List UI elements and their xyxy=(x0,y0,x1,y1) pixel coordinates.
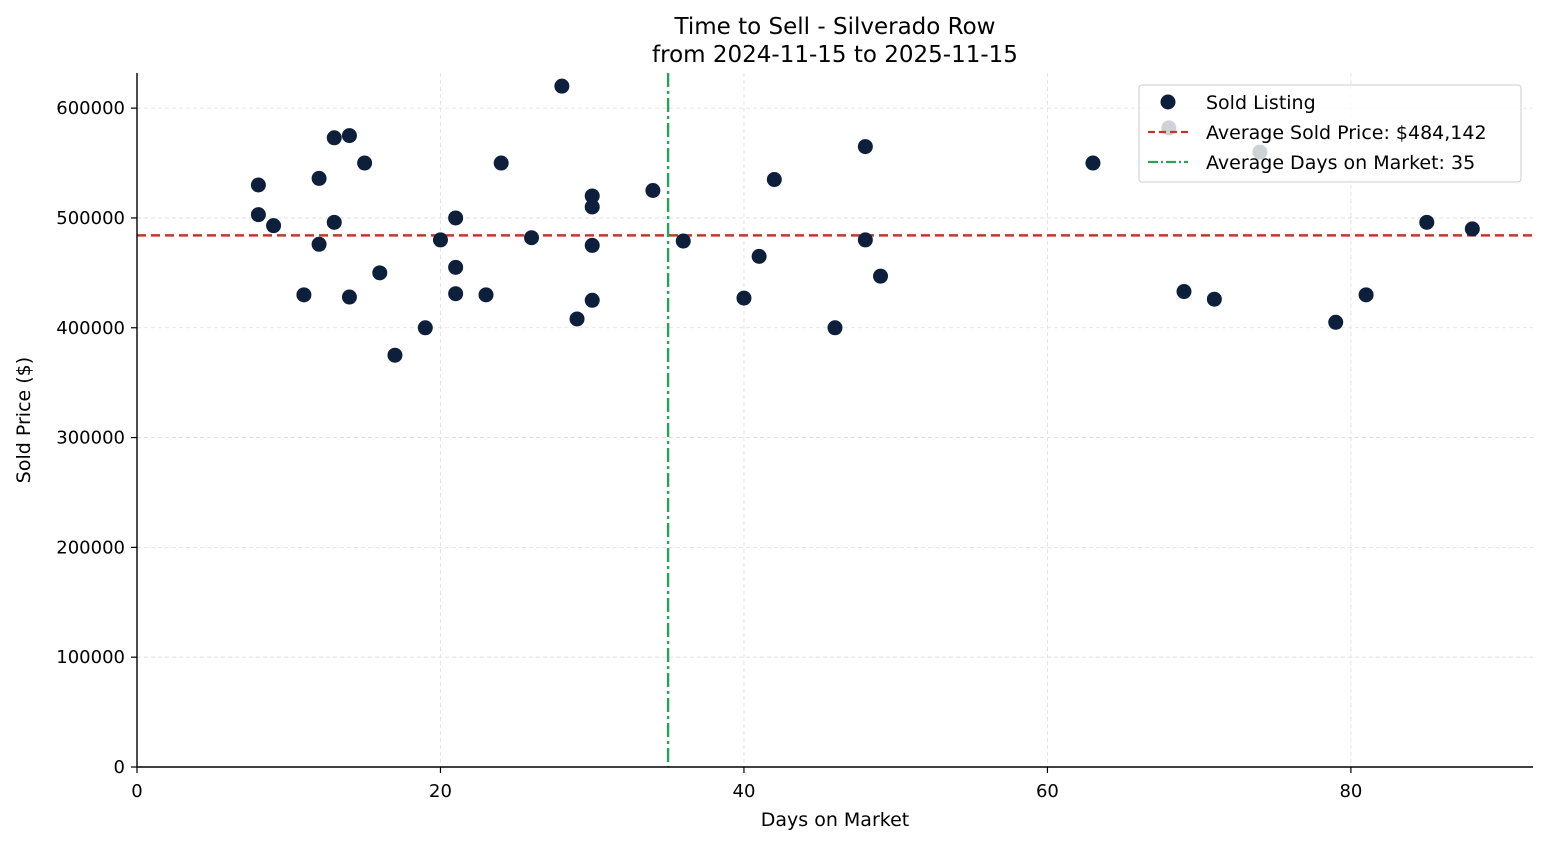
legend-label-average-days: Average Days on Market: 35 xyxy=(1206,152,1475,174)
y-tick-label: 600000 xyxy=(56,98,125,119)
x-tick-label: 40 xyxy=(733,781,756,802)
x-tick-label: 20 xyxy=(429,781,452,802)
data-point xyxy=(311,170,327,186)
data-point xyxy=(1206,291,1222,307)
data-point xyxy=(857,139,873,155)
data-point xyxy=(736,290,752,306)
chart-subtitle: from 2024-11-15 to 2025-11-15 xyxy=(652,42,1018,68)
y-tick-label: 200000 xyxy=(56,537,125,558)
legend: Sold Listing Average Sold Price: $484,14… xyxy=(1138,84,1522,183)
data-point xyxy=(584,292,600,308)
legend-label-average-price: Average Sold Price: $484,142 xyxy=(1206,122,1487,144)
x-tick-label: 60 xyxy=(1036,781,1059,802)
legend-box xyxy=(1138,84,1522,183)
y-tick-label: 300000 xyxy=(56,428,125,449)
reference-lines xyxy=(137,73,1533,767)
data-point xyxy=(1358,287,1374,303)
scatter-points xyxy=(250,78,1480,363)
data-point xyxy=(873,268,889,284)
data-point xyxy=(387,347,403,363)
data-point xyxy=(341,289,357,305)
data-point xyxy=(675,233,691,249)
data-point xyxy=(341,128,357,144)
data-point xyxy=(1328,314,1344,330)
chart-title: Time to Sell - Silverado Row xyxy=(674,14,996,40)
data-point xyxy=(372,265,388,281)
data-point xyxy=(569,311,585,327)
data-point xyxy=(266,218,282,234)
data-point xyxy=(554,78,570,94)
data-point xyxy=(478,287,494,303)
data-point xyxy=(326,130,342,146)
data-point xyxy=(357,155,373,171)
data-point xyxy=(584,237,600,253)
y-tick-label: 0 xyxy=(114,757,125,778)
data-point xyxy=(493,155,509,171)
data-point xyxy=(1419,214,1435,230)
x-tick-label: 0 xyxy=(131,781,142,802)
data-point xyxy=(645,182,661,198)
data-point xyxy=(584,199,600,215)
data-point xyxy=(1464,221,1480,237)
x-axis-label: Days on Market xyxy=(761,809,909,831)
data-point xyxy=(448,286,464,302)
data-point xyxy=(857,232,873,248)
y-tick-label: 400000 xyxy=(56,318,125,339)
data-point xyxy=(311,236,327,252)
data-point xyxy=(326,214,342,230)
y-tick-label: 500000 xyxy=(56,208,125,229)
grid xyxy=(137,73,1533,767)
y-axis-label: Sold Price ($) xyxy=(13,357,35,483)
data-point xyxy=(584,188,600,204)
data-point xyxy=(296,287,312,303)
data-point xyxy=(524,230,540,246)
data-point xyxy=(1176,284,1192,300)
ticks: 0 20 40 60 80 0 100000 200000 300000 400000 500000… xyxy=(56,98,1362,802)
data-point xyxy=(448,210,464,226)
data-point xyxy=(432,232,448,248)
data-point xyxy=(827,320,843,336)
x-tick-label: 80 xyxy=(1339,781,1362,802)
data-point xyxy=(1085,155,1101,171)
data-point xyxy=(417,320,433,336)
axes xyxy=(136,73,1533,768)
data-point xyxy=(751,248,767,264)
y-tick-label: 100000 xyxy=(56,647,125,668)
legend-marker-sold-listing xyxy=(1160,94,1176,110)
data-point xyxy=(448,259,464,275)
data-point xyxy=(766,172,782,188)
data-point xyxy=(250,207,266,223)
data-point xyxy=(250,177,266,193)
legend-label-sold-listing: Sold Listing xyxy=(1206,92,1316,114)
